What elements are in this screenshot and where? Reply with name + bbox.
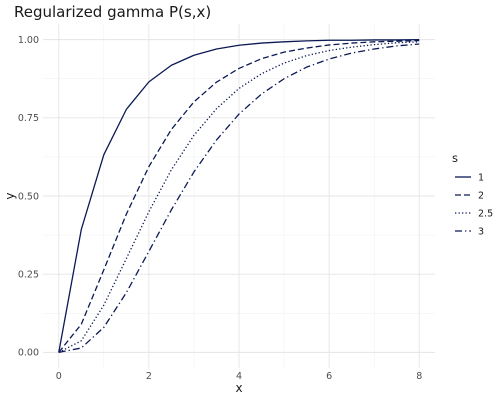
x-axis-title: x xyxy=(235,381,242,395)
x-axis-ticks: 0 2 4 6 8 xyxy=(56,371,423,382)
series-line-2 xyxy=(58,39,420,353)
series-line-1 xyxy=(58,38,420,353)
legend-label: 1 xyxy=(478,173,484,184)
y-tick-label: 0.25 xyxy=(18,269,39,280)
legend-title: s xyxy=(452,151,458,165)
legend: s 1 2 2.5 3 xyxy=(452,151,493,238)
x-tick-label: 4 xyxy=(236,371,242,382)
y-tick-label: 0.75 xyxy=(18,113,39,124)
x-tick-label: 2 xyxy=(146,371,152,382)
y-tick-label: 1.00 xyxy=(18,35,39,46)
y-tick-label: 0.50 xyxy=(18,191,39,202)
y-axis-title: y xyxy=(3,192,17,199)
series-lines xyxy=(58,38,420,353)
x-tick-label: 0 xyxy=(56,371,62,382)
series-line-3 xyxy=(58,43,420,353)
legend-label: 2.5 xyxy=(478,209,493,220)
legend-label: 2 xyxy=(478,191,484,202)
y-tick-label: 0.00 xyxy=(18,348,39,359)
grid xyxy=(43,24,435,368)
legend-label: 3 xyxy=(478,227,484,238)
y-axis-ticks: 0.00 0.25 0.50 0.75 1.00 xyxy=(18,35,39,359)
x-tick-label: 8 xyxy=(416,371,422,382)
x-tick-label: 6 xyxy=(326,371,332,382)
series-line-2-5 xyxy=(58,41,420,353)
chart-title: Regularized gamma P(s,x) xyxy=(14,3,211,21)
